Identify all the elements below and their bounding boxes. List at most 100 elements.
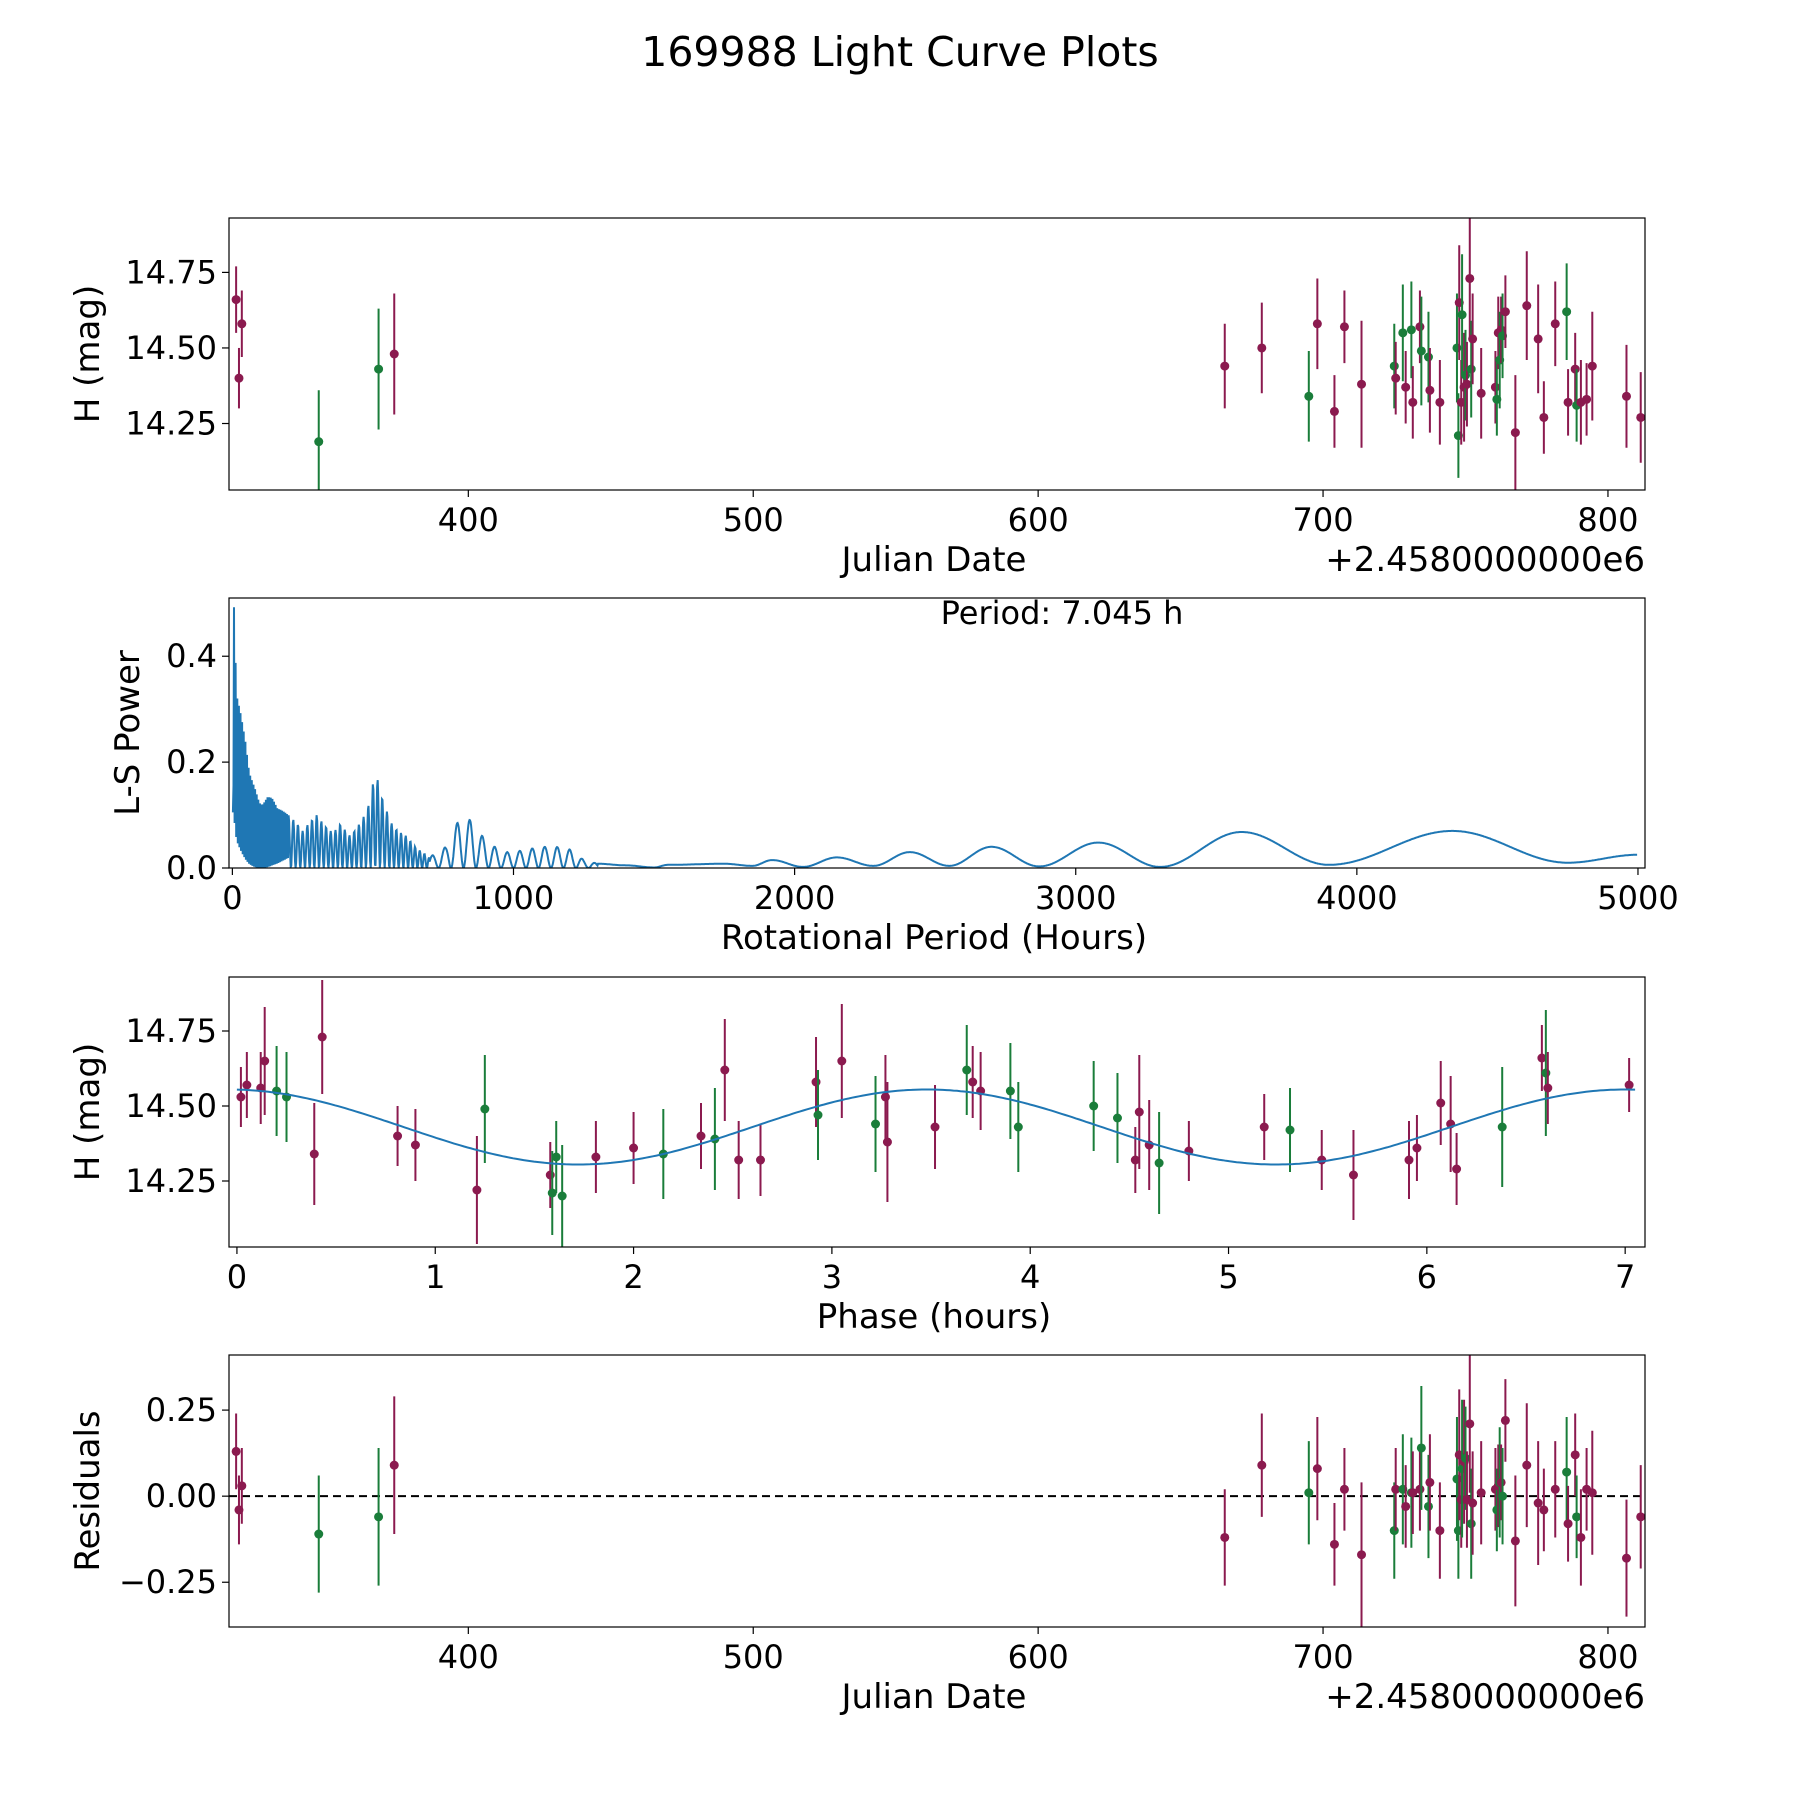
data-point (1406, 325, 1416, 335)
data-point (813, 1110, 823, 1120)
data-point (1476, 388, 1486, 398)
data-point (237, 1481, 247, 1491)
data-point (1636, 1512, 1645, 1522)
data-point (410, 1140, 420, 1150)
data-point (1257, 1460, 1267, 1470)
data-point (1391, 1484, 1401, 1494)
periodogram-panel: Period: 7.045 h 0 1000 2000 3000 4000 5000 0.0 0… (108, 594, 1679, 958)
data-point (1408, 1488, 1418, 1498)
data-point (1522, 301, 1532, 311)
data-point (1465, 273, 1475, 283)
data-point (1570, 364, 1580, 374)
data-point (1500, 307, 1510, 317)
periodogram-plot (231, 607, 1638, 868)
data-point (1587, 1488, 1597, 1498)
data-point (1500, 1415, 1510, 1425)
data-point (389, 1460, 399, 1470)
x-axis-label: Phase (hours) (817, 1297, 1051, 1337)
data-point (1348, 1170, 1358, 1180)
data-point (1089, 1101, 1099, 1111)
data-point (1541, 1068, 1551, 1078)
y-axis-label: H (mag) (68, 285, 108, 423)
data-point (545, 1170, 555, 1180)
y-tick-label: 0.25 (146, 1391, 217, 1429)
data-point (1468, 1498, 1478, 1508)
data-point (1468, 334, 1478, 344)
data-point (1404, 1155, 1414, 1165)
data-point (1537, 1053, 1547, 1063)
y-tick-label: 14.50 (125, 329, 217, 367)
data-point (1416, 346, 1426, 356)
data-point (1134, 1107, 1144, 1117)
data-point (389, 349, 399, 359)
data-point (1408, 397, 1418, 407)
data-point (1425, 1477, 1435, 1487)
data-point (1357, 379, 1367, 389)
data-point (811, 1077, 821, 1087)
data-point (1621, 1553, 1631, 1563)
data-point (1457, 310, 1467, 320)
data-point (629, 1143, 639, 1153)
data-point (314, 437, 324, 447)
data-point (1582, 394, 1592, 404)
data-point (1435, 1526, 1445, 1536)
data-point (734, 1155, 744, 1165)
data-point (1562, 1467, 1572, 1477)
data-point (242, 1080, 252, 1090)
y-tick-label: 14.25 (125, 1162, 217, 1200)
data-point (1005, 1086, 1015, 1096)
data-point (231, 295, 241, 305)
data-point (962, 1065, 972, 1075)
data-point (720, 1065, 730, 1075)
axes-frame (228, 976, 1646, 1248)
axes-frame (228, 217, 1646, 491)
y-tick-label: 0.2 (166, 743, 217, 781)
data-point (1543, 1083, 1553, 1093)
data-point (1572, 1512, 1582, 1522)
y-tick-label: 14.25 (125, 405, 217, 443)
data-point (1587, 361, 1597, 371)
data-point (1466, 364, 1476, 374)
data-point (1498, 1491, 1508, 1501)
x-tick-label: 400 (438, 1638, 499, 1676)
phase-fold-panel: 0 1 2 3 4 5 6 7 14.25 14.50 14.75 Phase (hours) H (m… (68, 976, 1646, 1337)
x-axis-label: Julian Date (840, 540, 1027, 580)
data-point (1496, 1477, 1506, 1487)
data-point (1452, 1164, 1462, 1174)
x-tick-label: 600 (1008, 1638, 1069, 1676)
data-point (1220, 1532, 1230, 1542)
x-tick-label: 3 (822, 1258, 842, 1296)
x-tick-label: 700 (1293, 1638, 1354, 1676)
data-point (1304, 391, 1314, 401)
x-tick-label: 0 (227, 1258, 247, 1296)
y-axis-label: Residuals (68, 1410, 108, 1571)
data-point (237, 319, 247, 329)
data-point (1435, 397, 1445, 407)
data-point (1412, 1143, 1422, 1153)
data-point (882, 1137, 892, 1147)
data-point (547, 1188, 557, 1198)
data-point (968, 1077, 978, 1087)
data-point (1490, 382, 1500, 392)
x-tick-label: 600 (1008, 501, 1069, 539)
data-point (1510, 1536, 1520, 1546)
x-tick-label: 500 (723, 501, 784, 539)
data-point (1461, 1453, 1471, 1463)
data-point (1466, 1519, 1476, 1529)
data-points (231, 218, 1645, 490)
x-offset-label: +2.4580000000e6 (1325, 1677, 1645, 1717)
data-point (1550, 1484, 1560, 1494)
data-point (1497, 1122, 1507, 1132)
data-point (1416, 1443, 1426, 1453)
y-axis-label: H (mag) (68, 1043, 108, 1181)
x-tick-label: 4000 (1316, 879, 1397, 917)
data-point (231, 1446, 241, 1456)
data-point (1576, 1532, 1586, 1542)
x-tick-label: 700 (1293, 501, 1354, 539)
data-point (755, 1155, 765, 1165)
period-annotation: Period: 7.045 h (941, 594, 1184, 632)
data-point (1415, 322, 1425, 332)
periodogram-line (231, 607, 1638, 868)
data-point (1112, 1113, 1122, 1123)
